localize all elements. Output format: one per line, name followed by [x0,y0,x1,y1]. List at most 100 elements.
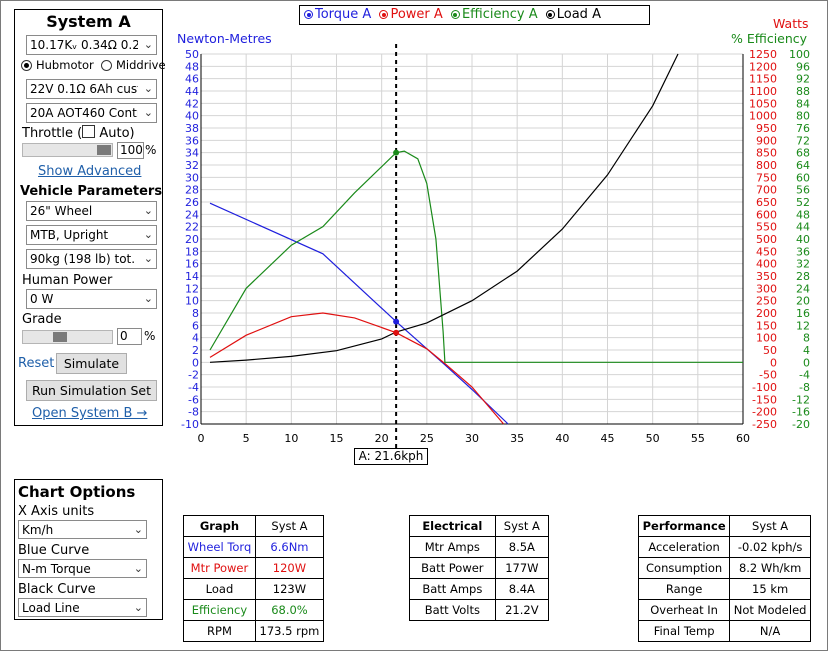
y-watts-tick-label: 800 [756,159,777,172]
motor-select[interactable]: 10.17Kᵥ 0.34Ω 0.2m⌄ [26,35,157,55]
y-efficiency-tick-label: 20 [796,295,810,308]
table-cell: Acceleration [637,536,731,558]
performance-chart[interactable]: -10-8-6-4-202468101214161820222426283032… [0,0,828,480]
table-cell: Consumption [637,557,731,579]
y-watts-tick-label: 750 [756,171,777,184]
y-efficiency-tick-label: 56 [796,184,810,197]
table-header-cell: Performance [637,515,731,537]
y-watts-tick-label: 500 [756,233,777,246]
y-watts-tick-label: 150 [756,319,777,332]
table-header-row: Performance Syst A [637,515,811,537]
open-system-b-link[interactable]: Open System B → [32,406,148,421]
table-row: Batt Power 177W [409,557,550,579]
y-left-tick-label: -2 [188,369,199,382]
black-curve-select[interactable]: Load Line ⌄ [18,598,147,617]
table-row: Overheat In Not Modeled [637,599,811,621]
table-header-cell: Syst A [494,515,550,537]
y-efficiency-tick-label: 64 [796,159,810,172]
show-advanced-link[interactable]: Show Advanced [38,164,142,179]
table-cell: 120W [254,557,325,579]
hubmotor-radio[interactable] [21,60,32,71]
throttle-slider[interactable] [22,143,113,157]
x-tick-label: 15 [330,432,344,445]
series-line-torque-a [209,202,509,425]
blue-curve-label: Blue Curve [18,543,90,558]
grade-slider-thumb[interactable] [53,332,67,342]
grade-slider[interactable] [22,330,113,344]
legend-load[interactable]: Load A [542,7,601,22]
table-cell: Batt Volts [409,599,496,621]
y-watts-tick-label: 1200 [749,60,777,73]
human-power-select[interactable]: 0 W ⌄ [26,289,157,309]
weight-select[interactable]: 90kg (198 lb) tot. w ⌄ [26,249,157,269]
y-watts-tick-label: 650 [756,196,777,209]
posture-select[interactable]: MTB, Upright ⌄ [26,225,157,245]
table-cell: 21.2V [494,599,550,621]
y-left-tick-label: 12 [185,282,199,295]
chart-options-title: Chart Options [18,483,136,501]
marker-torque-a [393,318,400,325]
throttle-input[interactable]: 100 [117,142,144,159]
table-header-cell: Electrical [409,515,496,537]
table-row: Efficiency 68.0% [183,599,325,621]
legend-power[interactable]: Power A [375,7,443,22]
table-cell: 68.0% [254,599,325,621]
table-row: Acceleration -0.02 kph/s [637,536,811,558]
wheel-select[interactable]: 26" Wheel ⌄ [26,201,157,221]
grade-label: Grade [22,312,62,327]
y-efficiency-tick-label: 32 [796,258,810,271]
y-left-tick-label: 38 [185,122,199,135]
table-cell: RPM [183,620,256,642]
y-left-tick-label: 16 [185,258,199,271]
series-line-load-a [209,53,679,363]
auto-checkbox[interactable] [82,125,96,138]
battery-select[interactable]: 22V 0.1Ω 6Ah custo ⌄ [26,79,157,99]
table-cell: 6.6Nm [254,536,325,558]
y-left-tick-label: 40 [185,110,199,123]
y-left-tick-label: 2 [192,344,199,357]
load-marker-icon [545,10,555,19]
y-efficiency-tick-label: 100 [789,48,810,61]
table-cell: Batt Amps [409,578,496,600]
y-efficiency-tick-label: 4 [803,344,810,357]
throttle-slider-thumb[interactable] [97,145,111,155]
middrive-radio[interactable] [101,60,112,71]
y-left-tick-label: 44 [185,85,199,98]
x-tick-label: 25 [420,432,434,445]
simulate-button[interactable]: Simulate [56,353,127,374]
reset-link[interactable]: Reset [18,356,55,371]
legend-efficiency[interactable]: Efficiency A [447,7,538,22]
y-efficiency-tick-label: 88 [796,85,810,98]
y-efficiency-tick-label: 0 [803,356,810,369]
grade-percent: % [144,329,156,343]
y-efficiency-tick-label: 24 [796,282,810,295]
system-a-title: System A [46,12,131,31]
table-row: Mtr Amps 8.5A [409,536,550,558]
y-efficiency-tick-label: 60 [796,171,810,184]
x-tick-label: 20 [375,432,389,445]
human-power-label: Human Power [22,273,113,288]
y-efficiency-tick-label: 80 [796,110,810,123]
table-cell: Mtr Power [183,557,256,579]
table-row: Range 15 km [637,578,811,600]
table-row: Consumption 8.2 Wh/km [637,557,811,579]
table-cell: Not Modeled [729,599,811,621]
y-efficiency-tick-label: 68 [796,147,810,160]
table-row: Mtr Power 120W [183,557,325,579]
x-tick-label: 60 [736,432,750,445]
y-efficiency-tick-label: -16 [792,406,810,419]
y-watts-tick-label: 1050 [749,97,777,110]
grade-input[interactable]: 0 [117,328,142,345]
table-cell: 173.5 rpm [254,620,325,642]
chart-options-panel: Chart Options X Axis units Km/h ⌄ Blue Cu… [14,479,163,620]
y-efficiency-tick-label: 40 [796,233,810,246]
blue-curve-select[interactable]: N-m Torque ⌄ [18,559,147,578]
legend-torque[interactable]: Torque A [300,7,371,22]
table-row: Load 123W [183,578,325,600]
y-efficiency-tick-label: -12 [792,393,810,406]
table-cell: Load [183,578,256,600]
y-left-tick-label: 48 [185,60,199,73]
x-axis-units-select[interactable]: Km/h ⌄ [18,520,147,539]
run-simulation-set-button[interactable]: Run Simulation Set [26,380,157,401]
controller-select[interactable]: 20A AOT460 Contro ⌄ [26,103,157,123]
